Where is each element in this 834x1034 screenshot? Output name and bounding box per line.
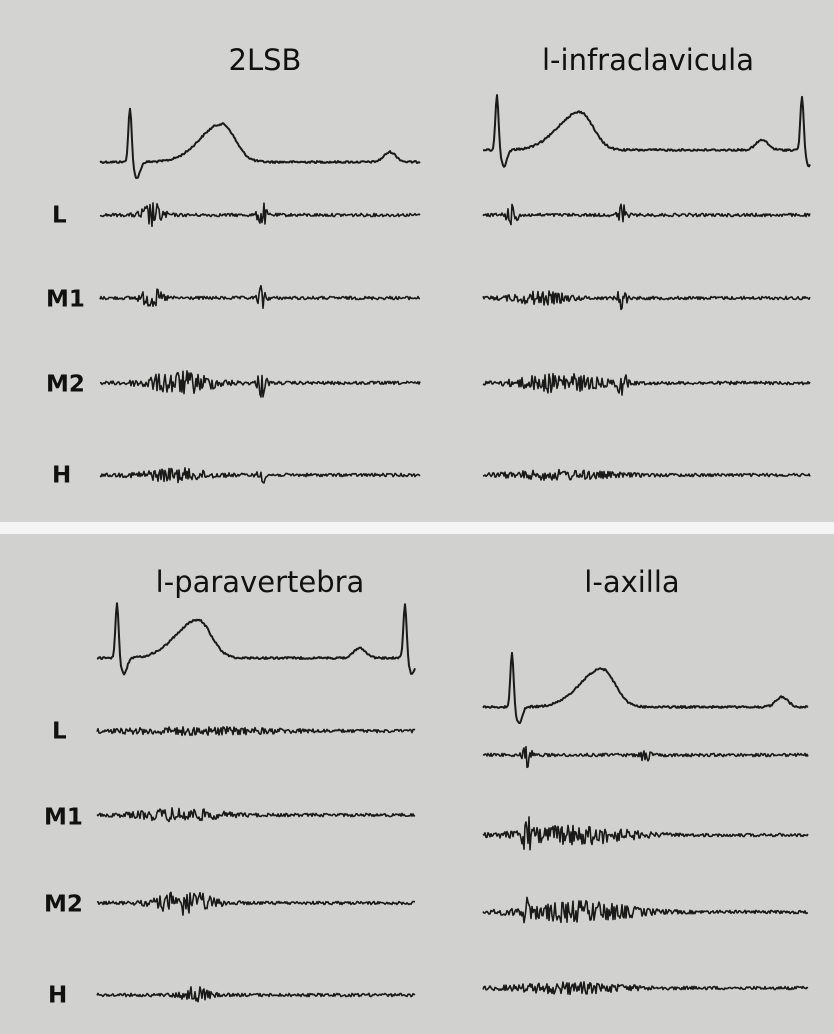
trace-title: 2LSB <box>229 43 302 77</box>
row-label: L <box>52 203 67 229</box>
trace-title: l-paravertebra <box>156 565 365 599</box>
figure: 2LSB l-infraclavicula l-paravertebra l-a… <box>0 0 834 1034</box>
panel-bottom <box>0 534 834 1034</box>
row-label: L <box>52 719 67 745</box>
row-label: M1 <box>46 287 85 313</box>
separator <box>0 522 834 534</box>
row-label: H <box>48 983 67 1009</box>
row-label: H <box>52 463 71 489</box>
trace-title: l-infraclavicula <box>542 43 754 77</box>
panel-top <box>0 0 834 522</box>
row-label: M2 <box>46 372 85 398</box>
trace-title: l-axilla <box>584 565 679 599</box>
row-label: M2 <box>44 892 83 918</box>
row-label: M1 <box>44 805 83 831</box>
